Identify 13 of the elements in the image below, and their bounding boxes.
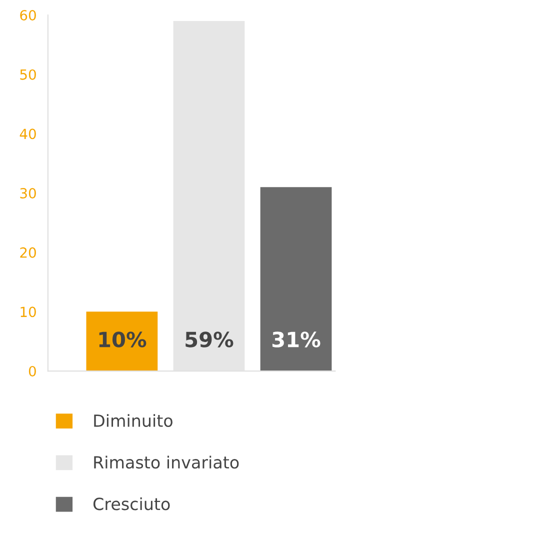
legend-label: Diminuito — [94, 414, 172, 427]
y-tick-label: 40 — [20, 128, 36, 140]
data-label: 10% — [99, 332, 146, 348]
y-tick-label: 50 — [20, 69, 36, 80]
legend-label: Rimasto invariato — [94, 456, 239, 469]
y-tick-label: 60 — [20, 10, 36, 20]
y-tick-label: 20 — [20, 247, 36, 258]
y-tick-label: 30 — [20, 188, 36, 198]
data-label: 59% — [186, 332, 234, 348]
data-label: 31% — [272, 332, 320, 348]
y-tick-label: 0 — [28, 366, 36, 376]
legend-label: Cresciuto — [93, 497, 170, 510]
y-tick-label: 10 — [20, 306, 36, 318]
